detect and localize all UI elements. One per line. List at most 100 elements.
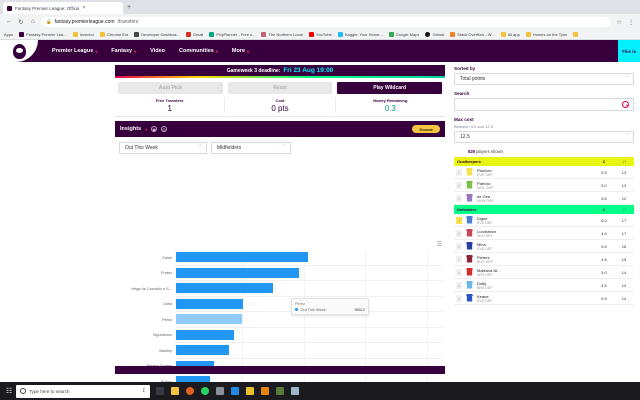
insights-refresh-icon[interactable]: ◉ bbox=[151, 126, 158, 132]
gimp-icon[interactable] bbox=[276, 387, 284, 395]
chart-bar[interactable] bbox=[176, 298, 244, 309]
table-row[interactable]: i Mina EVE DEF 5.5 16 bbox=[454, 239, 634, 253]
table-row[interactable]: i Lundstram SHU DEF 4.0 17 bbox=[454, 226, 634, 240]
chart-bar[interactable] bbox=[176, 376, 211, 386]
chart-row[interactable]: Fraser bbox=[118, 266, 443, 281]
table-row[interactable]: i Maitland-Ni... ARS DEF 5.0 14 bbox=[454, 265, 634, 279]
nav-item-more[interactable]: More ▾ bbox=[232, 48, 249, 54]
info-icon[interactable]: i bbox=[456, 181, 462, 189]
insights-settings-icon[interactable]: ⊙ bbox=[161, 126, 168, 132]
chart-row[interactable]: Veiga de Carvalho e S... bbox=[118, 281, 443, 297]
back-icon[interactable]: ← bbox=[5, 18, 13, 25]
info-icon[interactable]: i bbox=[456, 268, 462, 276]
new-tab-button[interactable]: + bbox=[127, 4, 132, 11]
chart-bar[interactable] bbox=[176, 329, 235, 340]
search-icon[interactable] bbox=[622, 101, 629, 108]
max-cost-select[interactable]: 12.5 ˇ bbox=[454, 131, 634, 143]
table-row[interactable]: i Duffy BHA DEF 4.5 14 bbox=[454, 278, 634, 292]
nav-item-video[interactable]: Video bbox=[150, 48, 165, 54]
home-icon[interactable]: ⌂ bbox=[31, 18, 35, 25]
chart-row[interactable]: Pérez bbox=[118, 312, 443, 328]
chart-row[interactable]: Sigurdsson bbox=[118, 328, 443, 343]
premier-league-crest-icon[interactable] bbox=[0, 40, 38, 62]
info-icon[interactable]: i bbox=[456, 281, 462, 289]
chrome-store-icon[interactable] bbox=[231, 387, 239, 395]
chart-row[interactable]: Zaha bbox=[118, 297, 443, 312]
promo-banner[interactable]: This is bbox=[617, 40, 640, 62]
nav-item-premier-league[interactable]: Premier League ▾ bbox=[52, 48, 97, 54]
search-field-wrapper[interactable] bbox=[454, 98, 634, 111]
table-row[interactable]: i de Gea MUN GKP 5.6 12 bbox=[454, 191, 634, 205]
column-cost[interactable]: £ bbox=[594, 157, 614, 166]
bookmark-item[interactable]: All app bbox=[500, 31, 520, 37]
bookmark-item[interactable]: Developer Dashboa... bbox=[134, 31, 180, 37]
chart-bar[interactable] bbox=[176, 252, 309, 262]
nav-item-communities[interactable]: Communities ▾ bbox=[179, 48, 218, 54]
table-row[interactable]: ! Digne EVE DEF 6.0 17 bbox=[454, 214, 634, 227]
task-view-icon[interactable] bbox=[156, 387, 164, 395]
column-points[interactable]: ↓↑ bbox=[614, 204, 634, 214]
chart-menu-icon[interactable]: ☰ bbox=[436, 242, 442, 248]
chart-row[interactable]: Salah bbox=[118, 250, 443, 266]
firefox-icon[interactable] bbox=[186, 387, 194, 395]
info-icon[interactable]: i bbox=[456, 168, 462, 176]
bookmark-item[interactable]: Homes on the Tyne bbox=[525, 31, 567, 37]
reload-icon[interactable]: ↻ bbox=[18, 18, 24, 26]
chart-bar[interactable] bbox=[176, 345, 229, 355]
address-bar[interactable]: 🔒 fantasy.premierleague.com/transfers bbox=[41, 16, 611, 27]
period-filter-select[interactable]: Out This Week ˇ bbox=[119, 142, 207, 154]
warning-icon[interactable]: ! bbox=[456, 216, 462, 224]
column-points[interactable]: ↓↑ bbox=[614, 157, 634, 166]
browser-tab[interactable]: Fantasy Premier League: Officia × bbox=[3, 2, 123, 14]
bookmark-item[interactable]: YouTube bbox=[309, 31, 332, 37]
column-cost[interactable]: £ bbox=[594, 204, 614, 214]
search-input[interactable] bbox=[459, 101, 622, 108]
close-icon[interactable]: × bbox=[82, 5, 86, 11]
bookmark-star-icon[interactable]: ☆ bbox=[616, 18, 622, 26]
notepad-icon[interactable] bbox=[246, 387, 254, 395]
chart-bar-highlighted[interactable] bbox=[176, 314, 243, 324]
reset-button[interactable]: Reset bbox=[227, 82, 333, 94]
bookmark-item[interactable]: Fantasy Premier Lea... bbox=[19, 31, 67, 37]
taskbar-search[interactable]: Type here to search ↧ bbox=[16, 384, 150, 398]
bookmark-item[interactable]: Github bbox=[425, 31, 444, 37]
table-row[interactable]: i Pieters BUR DEF 4.5 15 bbox=[454, 252, 634, 266]
nav-item-fantasy[interactable]: Fantasy ▾ bbox=[111, 48, 136, 54]
mail-icon[interactable] bbox=[216, 387, 224, 395]
bookmark-item[interactable] bbox=[573, 31, 579, 37]
bookmark-item[interactable]: Gmail bbox=[185, 31, 203, 37]
info-icon[interactable]: i bbox=[456, 194, 462, 202]
donate-button[interactable]: Donate bbox=[412, 125, 440, 133]
microphone-icon[interactable]: ↧ bbox=[141, 388, 146, 394]
table-row[interactable]: i Pickford EVE GKP 5.5 13 bbox=[454, 166, 634, 179]
auto-pick-button[interactable]: Auto Pick bbox=[118, 82, 223, 94]
bookmark-item[interactable]: Chrome Ext bbox=[100, 31, 128, 37]
bookmark-item[interactable]: Inventor bbox=[72, 31, 94, 37]
chart-bar[interactable] bbox=[176, 283, 273, 293]
browser-menu-icon[interactable]: ⋮ bbox=[627, 18, 635, 26]
chart-bar[interactable] bbox=[176, 360, 214, 371]
play-wildcard-button[interactable]: Play Wildcard bbox=[337, 82, 443, 94]
bookmark-item[interactable]: The Northern Loom bbox=[261, 31, 303, 37]
bookmark-item[interactable]: Google Maps bbox=[388, 31, 419, 37]
info-icon[interactable]: i bbox=[456, 255, 462, 263]
chart-row[interactable]: Barkley bbox=[118, 343, 443, 359]
bookmark-item[interactable]: ProjPlanner - Free c... bbox=[209, 31, 255, 37]
apps-shortcut[interactable]: Apps bbox=[4, 31, 14, 37]
file-explorer-icon[interactable] bbox=[171, 387, 179, 395]
bookmark-item[interactable]: Kaggle: Your Home... bbox=[337, 31, 383, 37]
chart-bar[interactable] bbox=[176, 267, 300, 278]
position-filter-select[interactable]: Midfielders ˇ bbox=[211, 142, 291, 154]
vlc-icon[interactable] bbox=[261, 387, 269, 395]
info-icon[interactable]: i bbox=[456, 242, 462, 250]
sorted-by-select[interactable]: Total points ˇ bbox=[454, 73, 634, 85]
excel-icon[interactable] bbox=[291, 387, 299, 395]
info-icon[interactable]: i bbox=[456, 294, 462, 302]
table-row[interactable]: i Keane EVE DEF 5.5 14 bbox=[454, 291, 634, 305]
whatsapp-icon[interactable] bbox=[201, 387, 209, 395]
table-row[interactable]: i Patrício WOL GKP 5.0 13 bbox=[454, 178, 634, 192]
info-icon[interactable]: i bbox=[456, 229, 462, 237]
windows-start-icon[interactable]: ☷ bbox=[5, 388, 13, 395]
chevron-down-icon[interactable]: ▾ bbox=[145, 126, 148, 132]
bookmark-item[interactable]: Stack Overflow - W... bbox=[450, 31, 495, 37]
